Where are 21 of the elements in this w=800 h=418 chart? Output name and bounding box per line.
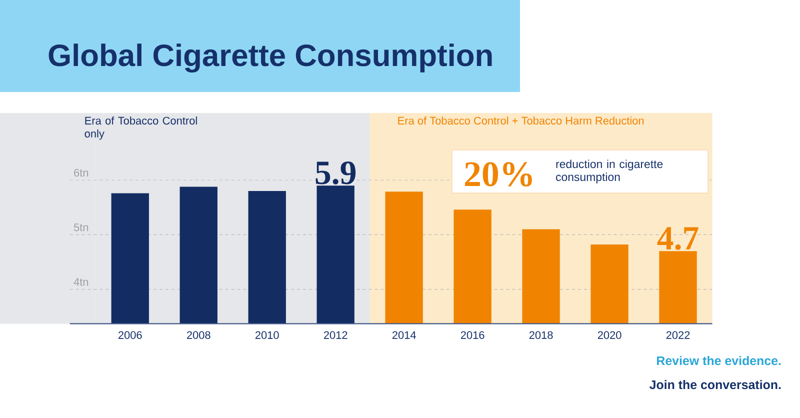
chart-title: Global Cigarette Consumption	[48, 44, 492, 73]
y-tick-label: 5tn	[74, 224, 88, 232]
x-tick-label: 2008	[186, 331, 210, 339]
x-tick-label: 2012	[324, 331, 348, 339]
data-label: 5.9	[316, 161, 356, 184]
y-tick-label: 6tn	[74, 168, 88, 177]
band-label: Era of Tobacco Control only	[84, 116, 197, 140]
x-tick-label: 2010	[255, 331, 279, 339]
x-tick-label: 2006	[118, 331, 142, 339]
data-label: 4.7	[657, 227, 698, 250]
annotation: reduction in cigarette consumption	[556, 160, 663, 184]
x-tick-label: 2022	[666, 331, 690, 339]
band-label: Era of Tobacco Control + Tobacco Harm Reduction	[398, 116, 644, 125]
y-tick-label: 4tn	[74, 278, 88, 286]
annotation: 20%	[465, 162, 532, 186]
x-tick-label: 2014	[392, 331, 416, 339]
x-tick-label: 2018	[529, 331, 553, 339]
x-tick-label: 2020	[598, 331, 622, 339]
text: Join the conversation.	[650, 380, 781, 390]
text: Review the evidence.	[657, 356, 781, 366]
x-tick-label: 2016	[460, 331, 484, 339]
